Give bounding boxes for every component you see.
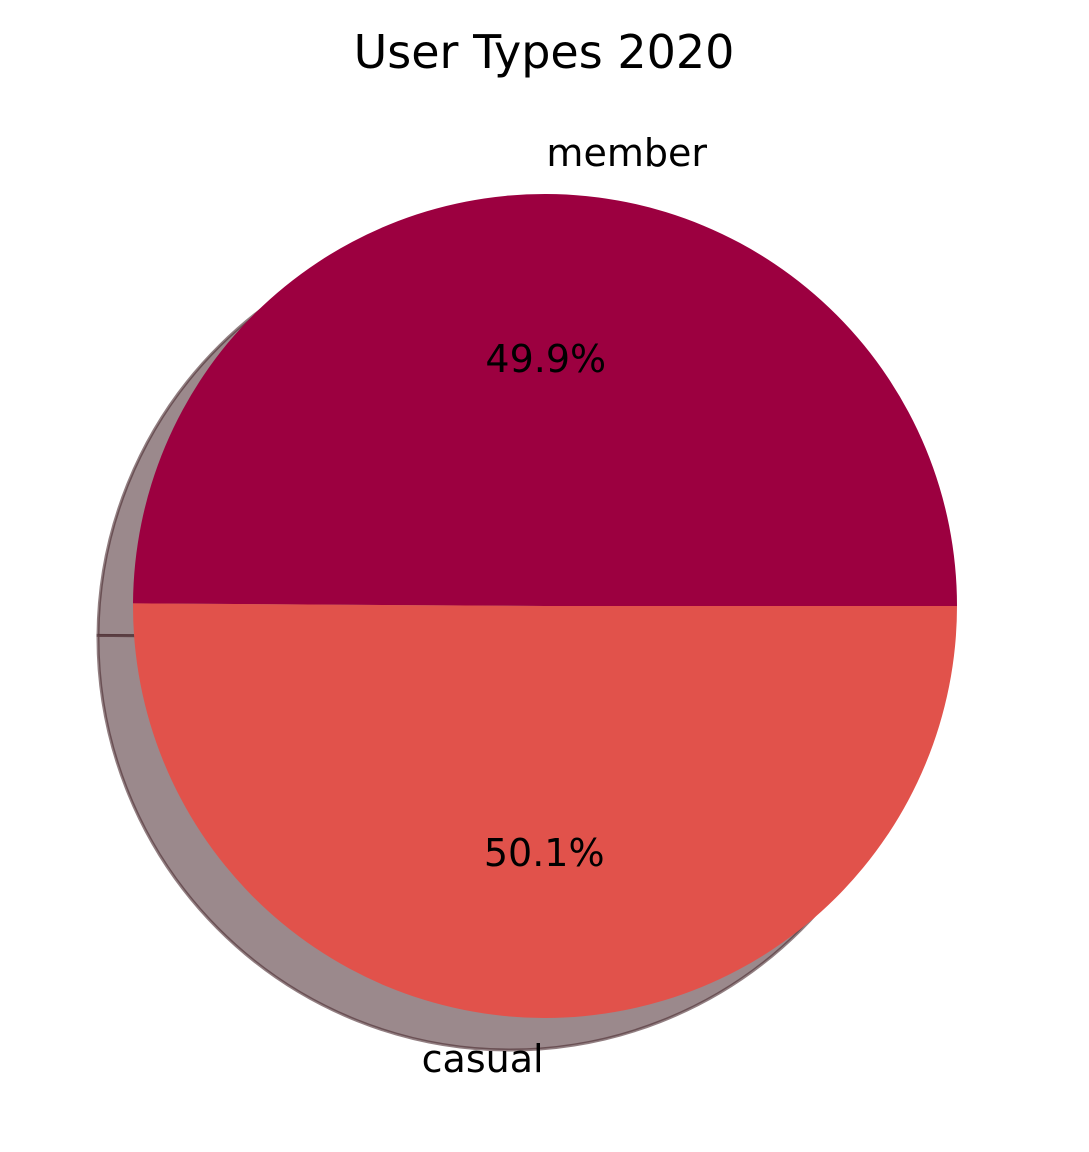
pie-labels: member 49.9% casual 50.1% — [422, 131, 708, 1081]
slice-label-member: member — [546, 131, 707, 175]
pie-slice-casual — [133, 603, 957, 1018]
slice-label-casual: casual — [422, 1037, 544, 1081]
slice-percent-casual: 50.1% — [484, 831, 605, 875]
pie-slices — [133, 193, 958, 1018]
slice-percent-member: 49.9% — [485, 337, 606, 381]
chart-title: User Types 2020 — [354, 25, 735, 79]
pie-slice-member — [133, 193, 958, 607]
